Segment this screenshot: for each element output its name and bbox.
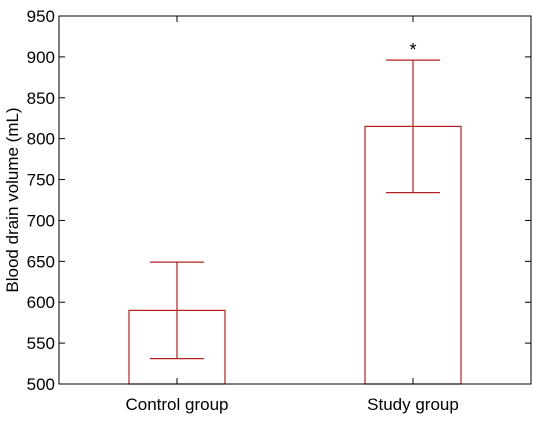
y-tick-label-950: 950 [27, 7, 55, 26]
y-tick-label-600: 600 [27, 293, 55, 312]
y-tick-label-500: 500 [27, 375, 55, 394]
annotations-layer: * [409, 40, 416, 60]
y-tick-label-650: 650 [27, 252, 55, 271]
error-bars-layer [150, 59, 440, 360]
y-axis-title: Blood drain volume (mL) [3, 107, 22, 292]
error-bar-study-group [386, 59, 440, 194]
significance-marker: * [409, 40, 416, 60]
x-tick-label-control-group: Control group [125, 395, 228, 414]
y-tick-label-850: 850 [27, 89, 55, 108]
error-bar-control-group [150, 261, 204, 360]
y-tick-label-750: 750 [27, 171, 55, 190]
y-tick-label-900: 900 [27, 48, 55, 67]
y-tick-label-550: 550 [27, 334, 55, 353]
x-tick-label-study-group: Study group [367, 395, 459, 414]
x-axis: Control group Study group [125, 16, 459, 414]
y-tick-label-700: 700 [27, 211, 55, 230]
bars-layer [128, 125, 462, 385]
plot-frame [58, 15, 532, 385]
y-tick-label-800: 800 [27, 130, 55, 149]
y-axis: 500 550 600 650 700 750 800 850 900 950 [27, 7, 531, 394]
